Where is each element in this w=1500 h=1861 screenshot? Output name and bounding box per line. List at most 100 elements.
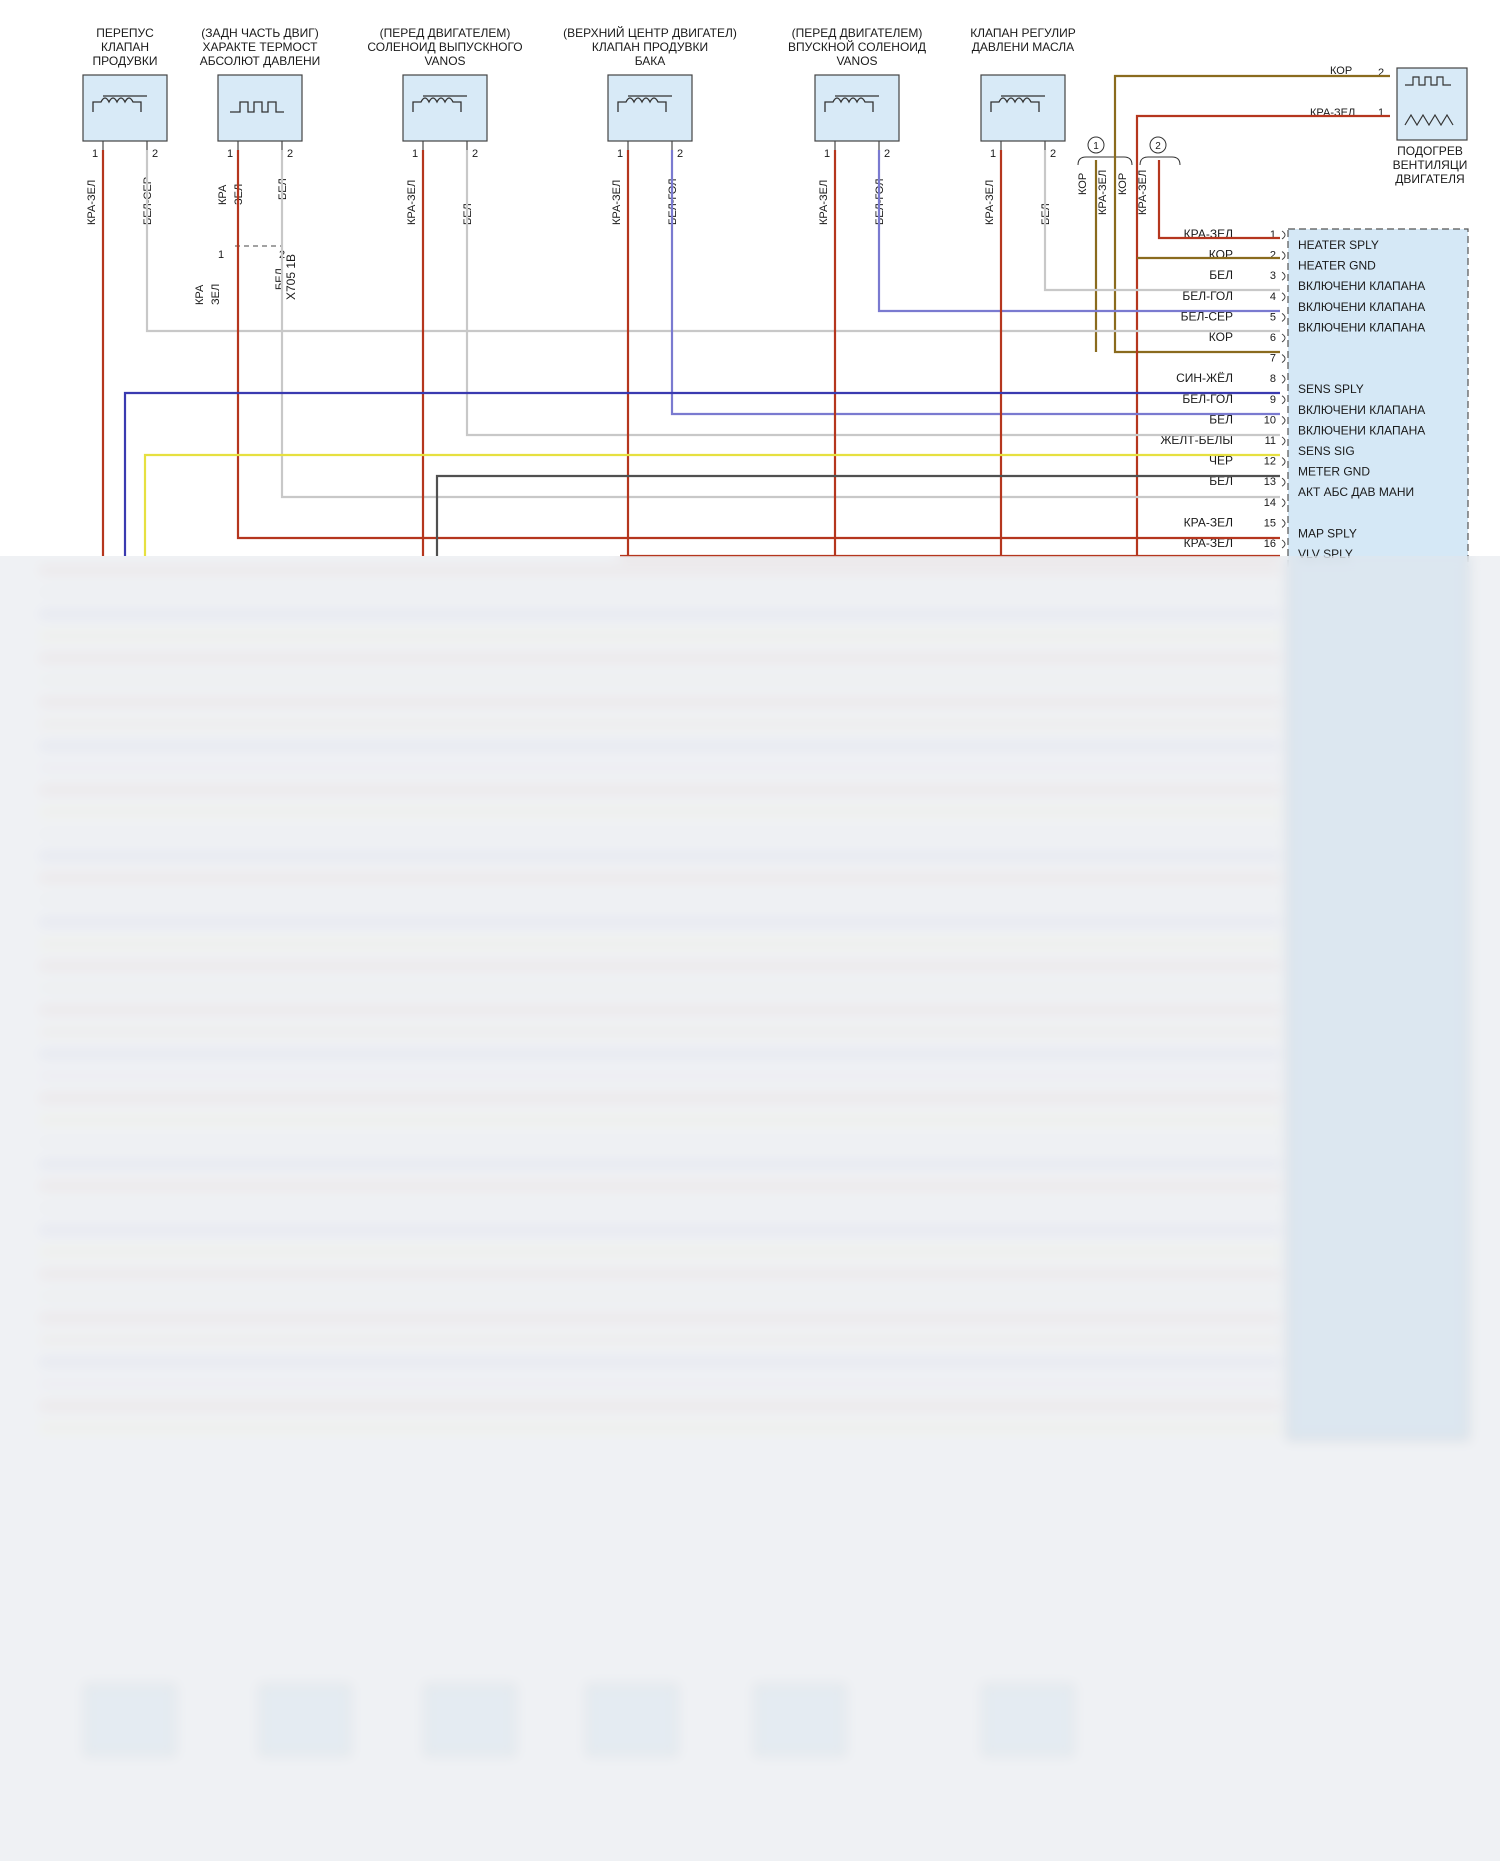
wire-c3-pin2 — [465, 150, 1280, 437]
pin-number: 2 — [1378, 67, 1384, 79]
ecm-wire-label: ЧЁР — [1209, 454, 1233, 468]
pin-number: 2 — [152, 148, 158, 160]
component-label: ПРОДУВКИ — [93, 54, 158, 68]
component-label: КЛАПАН РЕГУЛИР — [970, 26, 1076, 40]
coil-icon — [990, 97, 1040, 112]
component-label: ХАРАКТЕ ТЕРМОСТ — [202, 40, 318, 54]
component-label: ПЕРЕПУС — [96, 26, 154, 40]
ecm-wire-label: КОР — [1209, 248, 1233, 262]
ecm-wire-label: СИН-ЖЁЛ — [1176, 371, 1233, 385]
wire-c1-pin2 — [145, 150, 1280, 333]
component-box — [217, 74, 303, 142]
component-label: (ВЕРХНИЙ ЦЕНТР ДВИГАТЕЛ) — [563, 25, 737, 40]
wire-color-label: КОР — [1077, 173, 1089, 195]
ecm-pin-number: 6 — [1270, 332, 1276, 344]
component-label: VANOS — [424, 54, 465, 68]
component-label: АБСОЛЮТ ДАВЛЕНИ — [200, 54, 321, 68]
ecm-pin-number: 15 — [1264, 517, 1276, 529]
wire-color-label: БЕЛ — [274, 268, 286, 290]
component-box — [82, 74, 168, 142]
splice-number: 1 — [1093, 141, 1099, 152]
ecm-wire-label: КОР — [1209, 330, 1233, 344]
ecm-pin-function: АКТ АБС ДАВ МАНИ — [1298, 485, 1414, 499]
heater-resistor-icon — [1404, 113, 1454, 127]
ecm-pin-terminal-icon — [1281, 395, 1286, 405]
wire-color-label: КРА — [217, 184, 229, 205]
component-box — [980, 74, 1066, 142]
pin-number: 1 — [412, 148, 418, 160]
pin-number: 1 — [92, 148, 98, 160]
wire-sens-sig — [143, 453, 1280, 556]
heater-label: ДВИГАТЕЛЯ — [1395, 172, 1464, 186]
ecm-pin-function: SENS SPLY — [1298, 382, 1364, 396]
wire-color-label: КРА-ЗЕЛ — [86, 180, 98, 225]
ecm-pin-number: 9 — [1270, 394, 1276, 406]
ecm-wire-label: ЖЕЛТ-БЕЛЫ — [1160, 433, 1233, 447]
blurred-region — [0, 556, 1500, 1861]
wire-color-label: КОР — [1117, 173, 1129, 195]
ecm-pin-terminal-icon — [1281, 230, 1286, 240]
component-label: (ПЕРЕД ДВИГАТЕЛЕМ) — [792, 26, 923, 40]
ecm-pin-number: 7 — [1270, 353, 1276, 365]
splice-2-icon — [1149, 136, 1167, 154]
ecm-wire-label: БЕЛ-ГОЛ — [1182, 392, 1233, 406]
component-label: (ЗАДН ЧАСТЬ ДВИГ) — [201, 26, 319, 40]
ecm-pin-terminal-icon — [1281, 374, 1286, 384]
ecm-pin-number: 12 — [1264, 456, 1276, 468]
component-label: БАКА — [635, 54, 666, 68]
ecm-pin-function: ВКЛЮЧЕНИ КЛАПАНА — [1298, 300, 1425, 314]
ecm-wire-label: КРА-ЗЕЛ — [1184, 515, 1233, 529]
ecm-pin-number: 1 — [1270, 229, 1276, 241]
ecm-wire-label: БЕЛ — [1209, 474, 1233, 488]
ecm-pin-terminal-icon — [1281, 457, 1286, 467]
splice-bracket — [1139, 156, 1181, 166]
ecm-wire-label: БЕЛ — [1209, 268, 1233, 282]
pin-number: 2 — [287, 148, 293, 160]
ecm-pin-number: 14 — [1264, 497, 1276, 509]
ecm-pin-terminal-icon — [1281, 251, 1286, 261]
ecm-pin-terminal-icon — [1281, 292, 1286, 302]
component-box — [402, 74, 488, 142]
component-label: КЛАПАН — [101, 40, 149, 54]
component-label: (ПЕРЕД ДВИГАТЕЛЕМ) — [380, 26, 511, 40]
ecm-pin-number: 11 — [1265, 435, 1276, 447]
wire-c5-pin2 — [877, 150, 1280, 313]
ecm-pin-number: 3 — [1270, 270, 1276, 282]
heater-thermostat-icon — [1405, 76, 1451, 86]
ecm-pin-terminal-icon — [1281, 312, 1286, 322]
pin-number: 1 — [824, 148, 830, 160]
coil-icon — [824, 97, 874, 112]
ecm-pin-number: 10 — [1264, 414, 1276, 426]
coil-icon — [92, 97, 142, 112]
ecm-wire-label: БЕЛ-СЕР — [1181, 309, 1233, 323]
coil-icon — [412, 97, 462, 112]
splice-1-icon — [1087, 136, 1105, 154]
connector-name: X705 1B — [284, 254, 298, 300]
pin-number: 2 — [677, 148, 683, 160]
wire-ecm-pin1 — [1157, 160, 1280, 240]
component-label: СОЛЕНОИД ВЫПУСКНОГО — [367, 40, 522, 54]
component-label: VANOS — [836, 54, 877, 68]
wire-kra-zel-heater — [1135, 114, 1390, 556]
pin-number: 2 — [1050, 148, 1056, 160]
wire-color-label: КРА-ЗЕЛ — [611, 180, 623, 225]
ecm-pin-number: 13 — [1264, 476, 1276, 488]
wire-c4-pin2 — [670, 150, 1280, 416]
ecm-wire-label: БЕЛ — [1209, 412, 1233, 426]
ecm-pin-number: 4 — [1270, 291, 1276, 303]
ecm-pin-terminal-icon — [1281, 477, 1286, 487]
wire-kor-heater — [1113, 74, 1390, 354]
pin-number: 1 — [990, 148, 996, 160]
wire-color-label: КРА — [194, 284, 206, 305]
ecm-pin-function: MAP SPLY — [1298, 526, 1357, 540]
ecm-pin-function: METER GND — [1298, 465, 1370, 479]
wire-color-label: КОР — [1330, 65, 1352, 77]
component-label: КЛАПАН ПРОДУВКИ — [592, 40, 708, 54]
coil-icon — [617, 97, 667, 112]
ecm-pin-function: ВКЛЮЧЕНИ КЛАПАНА — [1298, 279, 1425, 293]
ecm-pin-terminal-icon — [1281, 271, 1286, 281]
connector-pin-number: 1 — [218, 249, 224, 261]
ecm-pin-function: ВКЛЮЧЕНИ КЛАПАНА — [1298, 320, 1425, 334]
ecm-pin-function: HEATER GND — [1298, 259, 1376, 273]
wire-color-label: КРА-ЗЕЛ — [984, 180, 996, 225]
